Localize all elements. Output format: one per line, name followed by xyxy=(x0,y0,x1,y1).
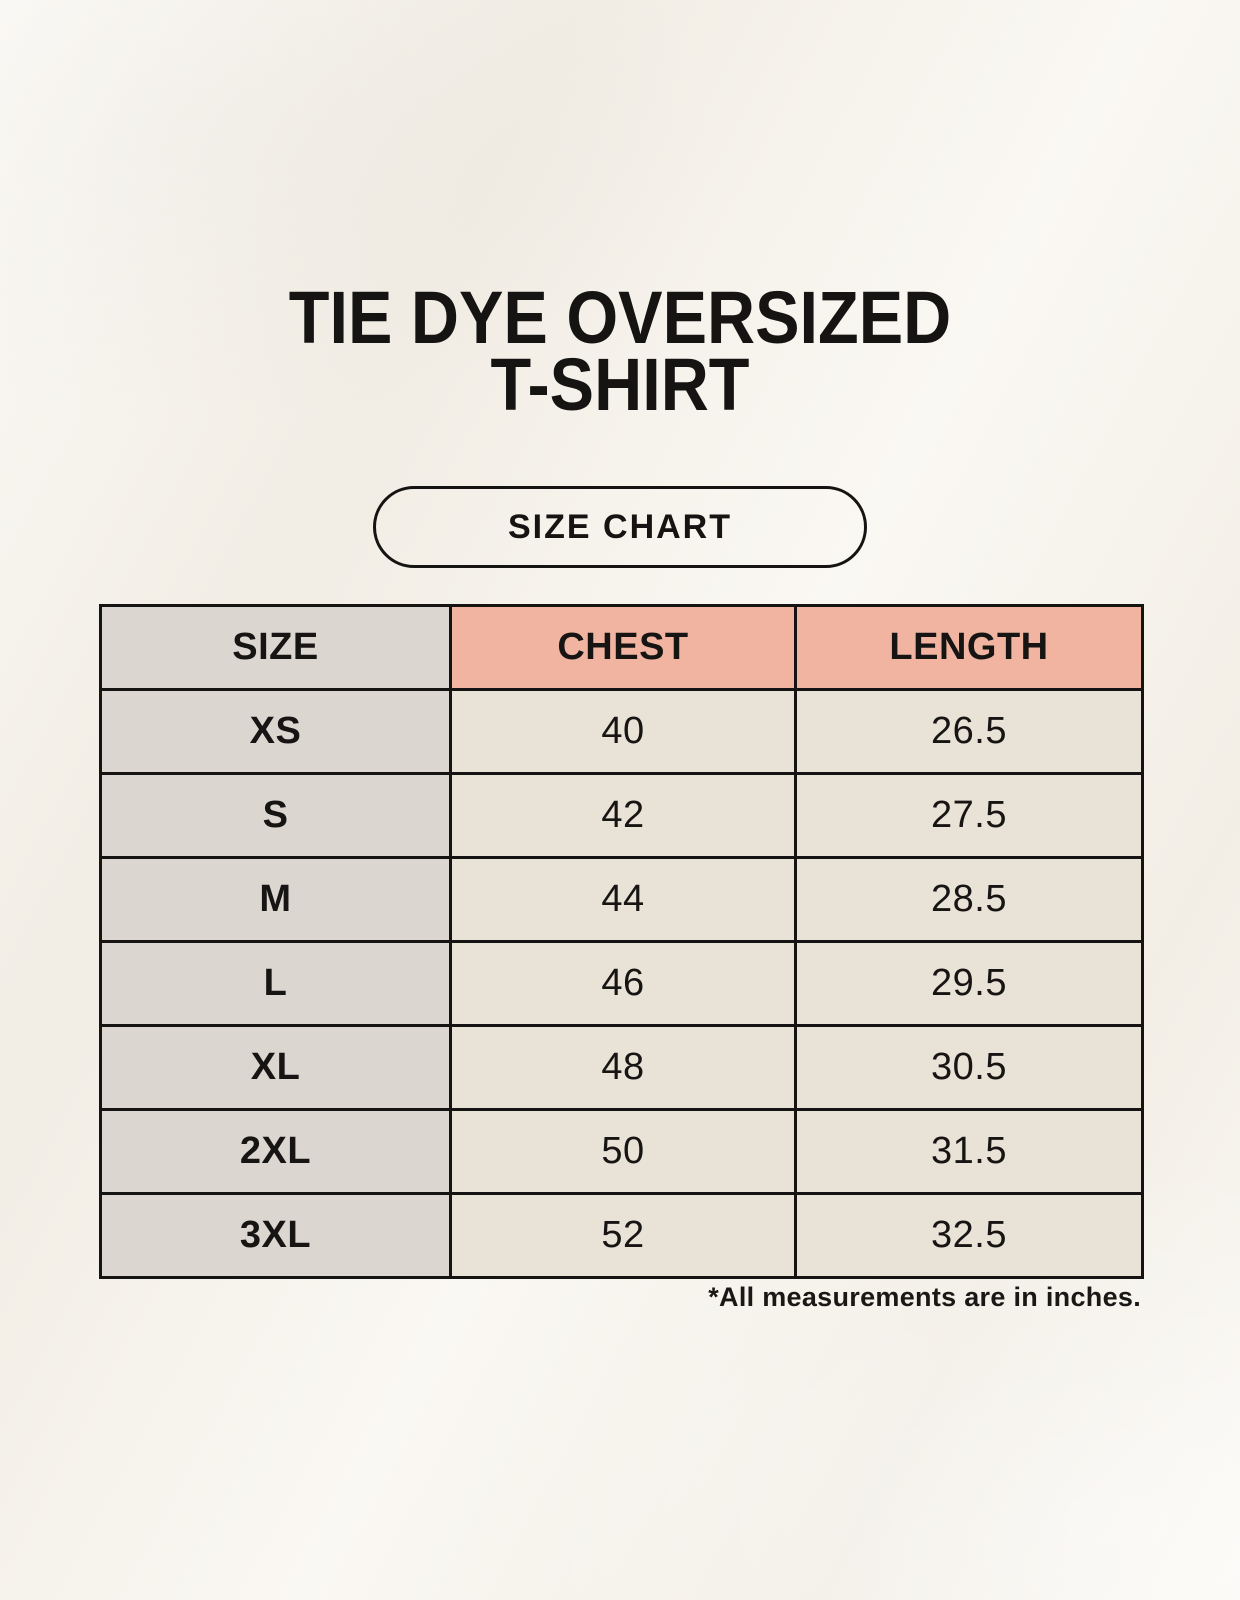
page-title: TIE DYE OVERSIZED T-SHIRT xyxy=(62,276,1178,426)
size-chart-button-label: SIZE CHART xyxy=(508,507,732,546)
length-cell: 30.5 xyxy=(794,1024,1144,1111)
table-row: L 46 29.5 xyxy=(99,940,1144,1027)
size-cell: 3XL xyxy=(99,1192,452,1279)
table-row: M 44 28.5 xyxy=(99,856,1144,943)
size-chart-button[interactable]: SIZE CHART xyxy=(373,486,867,568)
chest-cell: 48 xyxy=(449,1024,797,1111)
table-row: S 42 27.5 xyxy=(99,772,1144,859)
size-chart-table: SIZE CHEST LENGTH XS 40 26.5 S 42 27.5 M… xyxy=(99,604,1144,1279)
header-size: SIZE xyxy=(99,604,452,691)
header-chest: CHEST xyxy=(449,604,797,691)
size-cell: 2XL xyxy=(99,1108,452,1195)
chest-cell: 42 xyxy=(449,772,797,859)
table-row: XS 40 26.5 xyxy=(99,688,1144,775)
length-cell: 31.5 xyxy=(794,1108,1144,1195)
chest-cell: 40 xyxy=(449,688,797,775)
table-row: 3XL 52 32.5 xyxy=(99,1192,1144,1279)
measurements-note: *All measurements are in inches. xyxy=(708,1282,1141,1312)
size-cell: L xyxy=(99,940,452,1027)
table-header-row: SIZE CHEST LENGTH xyxy=(99,604,1144,691)
chest-cell: 44 xyxy=(449,856,797,943)
size-cell: XL xyxy=(99,1024,452,1111)
table-row: 2XL 50 31.5 xyxy=(99,1108,1144,1195)
length-cell: 27.5 xyxy=(794,772,1144,859)
page-title-line-1: TIE DYE OVERSIZED xyxy=(288,276,952,359)
chest-cell: 46 xyxy=(449,940,797,1027)
length-cell: 32.5 xyxy=(794,1192,1144,1279)
length-cell: 26.5 xyxy=(794,688,1144,775)
length-cell: 29.5 xyxy=(794,940,1144,1027)
header-length: LENGTH xyxy=(794,604,1144,691)
size-cell: M xyxy=(99,856,452,943)
chest-cell: 50 xyxy=(449,1108,797,1195)
page-title-line-2: T-SHIRT xyxy=(490,342,750,426)
table-row: XL 48 30.5 xyxy=(99,1024,1144,1111)
size-cell: S xyxy=(99,772,452,859)
chest-cell: 52 xyxy=(449,1192,797,1279)
length-cell: 28.5 xyxy=(794,856,1144,943)
size-cell: XS xyxy=(99,688,452,775)
